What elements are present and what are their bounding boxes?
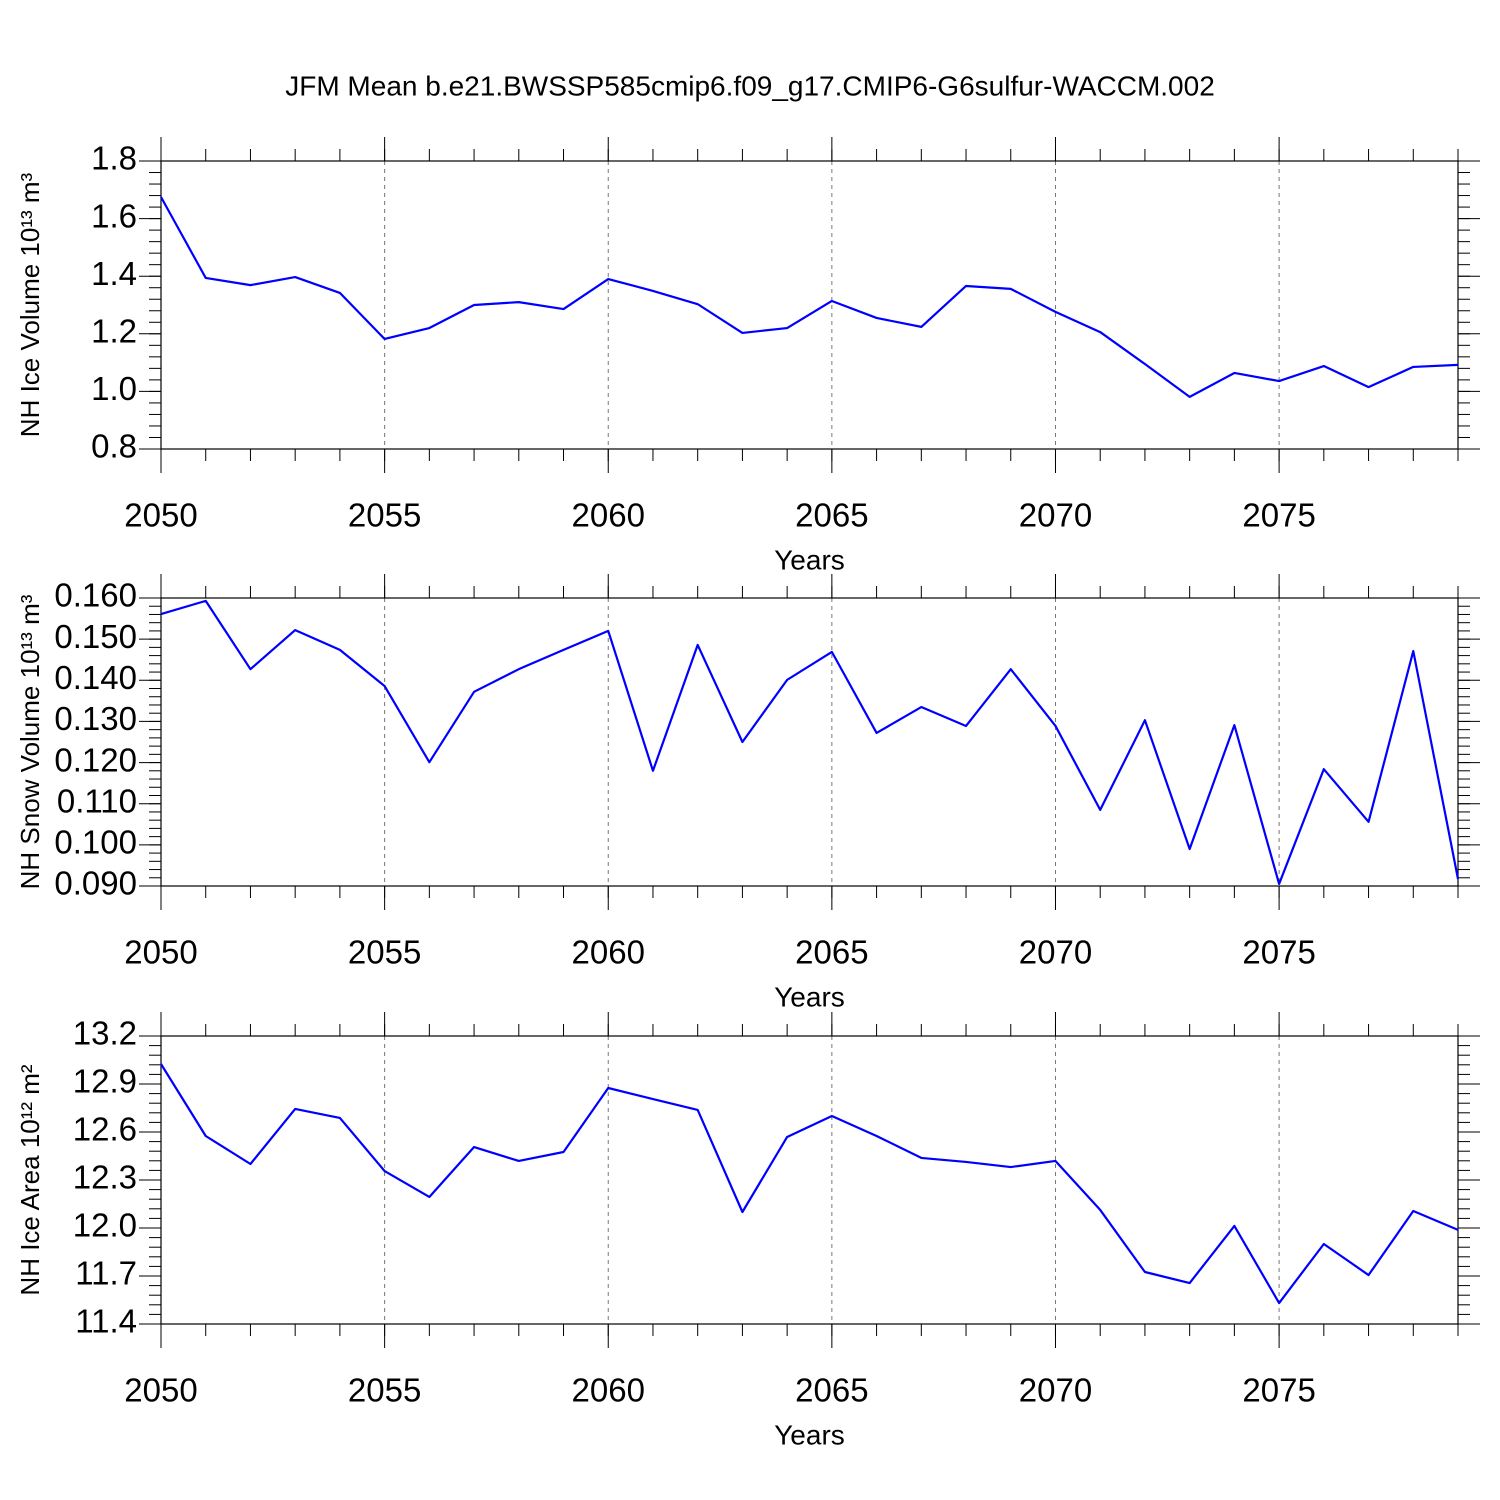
y-tick-label: 0.140 bbox=[54, 659, 137, 696]
y-tick-label: 13.2 bbox=[73, 1015, 137, 1052]
y-tick-label: 11.4 bbox=[75, 1303, 137, 1340]
y-tick-label: 0.110 bbox=[57, 782, 137, 819]
x-tick-label: 2055 bbox=[348, 1372, 421, 1409]
x-tick-label: 2065 bbox=[795, 1372, 868, 1409]
x-tick-label: 2075 bbox=[1242, 497, 1315, 534]
y-tick-label: 1.2 bbox=[91, 313, 137, 350]
y-tick-label: 11.7 bbox=[75, 1255, 137, 1292]
x-tick-label: 2060 bbox=[572, 1372, 645, 1409]
y-tick-label: 1.8 bbox=[91, 140, 137, 177]
x-tick-label: 2065 bbox=[795, 934, 868, 971]
x-tick-label: 2055 bbox=[348, 497, 421, 534]
x-axis-label: Years bbox=[774, 544, 845, 575]
y-axis-label: NH Ice Area 10¹² m² bbox=[15, 1064, 45, 1296]
y-tick-label: 12.9 bbox=[73, 1063, 137, 1100]
y-tick-label: 0.090 bbox=[54, 865, 137, 902]
y-tick-label: 1.4 bbox=[91, 255, 137, 292]
x-tick-label: 2050 bbox=[124, 1372, 197, 1409]
plot-frame bbox=[160, 597, 1459, 887]
x-tick-label: 2070 bbox=[1019, 1372, 1092, 1409]
x-tick-label: 2050 bbox=[124, 934, 197, 971]
chart-title: JFM Mean b.e21.BWSSP585cmip6.f09_g17.CMI… bbox=[285, 70, 1215, 101]
y-tick-label: 12.3 bbox=[73, 1159, 137, 1196]
y-axis-label: NH Ice Volume 10¹³ m³ bbox=[15, 172, 45, 437]
x-tick-label: 2065 bbox=[795, 497, 868, 534]
data-line bbox=[160, 196, 1459, 398]
y-tick-label: 1.6 bbox=[91, 197, 137, 234]
y-axis-label: NH Snow Volume 10¹³ m³ bbox=[15, 594, 45, 889]
y-tick-label: 0.8 bbox=[91, 428, 137, 465]
x-tick-label: 2070 bbox=[1019, 934, 1092, 971]
y-tick-label: 12.0 bbox=[73, 1207, 137, 1244]
y-tick-label: 1.0 bbox=[91, 370, 137, 407]
x-tick-label: 2060 bbox=[572, 497, 645, 534]
y-tick-label: 0.150 bbox=[54, 618, 137, 655]
x-axis-label: Years bbox=[774, 981, 845, 1012]
y-tick-label: 0.100 bbox=[54, 824, 137, 861]
x-tick-label: 2075 bbox=[1242, 1372, 1315, 1409]
data-line bbox=[160, 599, 1460, 886]
x-tick-label: 2075 bbox=[1242, 934, 1315, 971]
x-tick-label: 2055 bbox=[348, 934, 421, 971]
x-tick-label: 2050 bbox=[124, 497, 197, 534]
data-line bbox=[160, 1063, 1459, 1305]
y-tick-label: 0.160 bbox=[54, 577, 137, 614]
y-tick-label: 0.120 bbox=[54, 741, 137, 778]
x-axis-label: Years bbox=[774, 1419, 845, 1450]
y-tick-label: 12.6 bbox=[73, 1111, 137, 1148]
y-tick-label: 0.130 bbox=[54, 700, 137, 737]
x-tick-label: 2060 bbox=[572, 934, 645, 971]
x-tick-label: 2070 bbox=[1019, 497, 1092, 534]
plot-frame bbox=[160, 160, 1459, 450]
